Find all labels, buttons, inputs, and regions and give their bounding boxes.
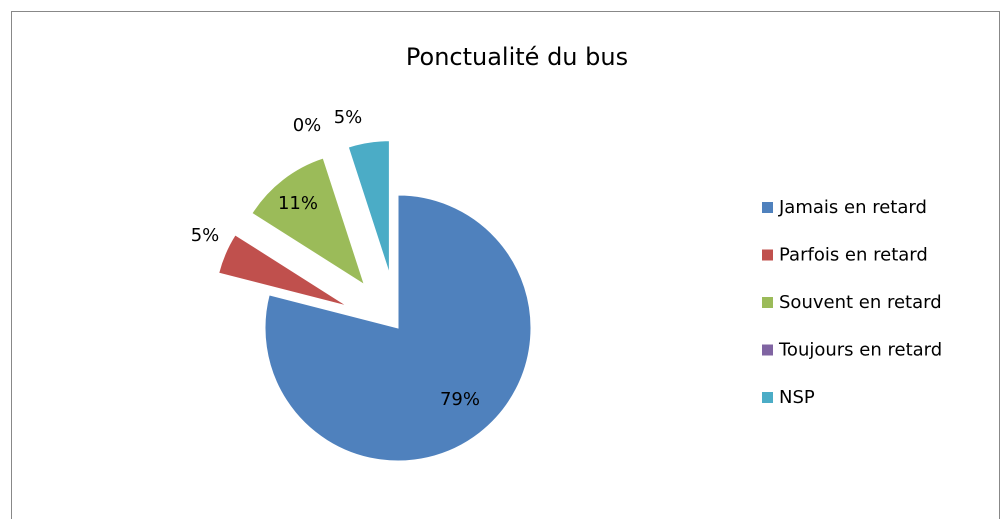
legend-label: NSP	[779, 387, 815, 408]
legend-label: Toujours en retard	[778, 340, 942, 361]
legend-swatch	[762, 297, 773, 308]
legend-label: Souvent en retard	[779, 292, 942, 313]
legend-swatch	[762, 392, 773, 403]
data-label: 5%	[191, 225, 220, 246]
legend-swatch	[762, 202, 773, 213]
chart-border	[11, 11, 1000, 519]
data-label: 0%	[293, 115, 322, 136]
pie-slice	[264, 194, 532, 462]
legend-label: Parfois en retard	[779, 245, 928, 266]
legend-label: Jamais en retard	[778, 197, 927, 218]
chart-title: Ponctualité du bus	[406, 43, 628, 71]
data-label: 5%	[334, 107, 363, 128]
legend-swatch	[762, 249, 773, 261]
pie-slice	[218, 234, 348, 307]
data-label: 11%	[278, 193, 318, 214]
pie-slice	[251, 157, 366, 286]
pie-slice	[347, 140, 390, 274]
legend-swatch	[762, 344, 773, 356]
data-label: 79%	[440, 389, 480, 410]
